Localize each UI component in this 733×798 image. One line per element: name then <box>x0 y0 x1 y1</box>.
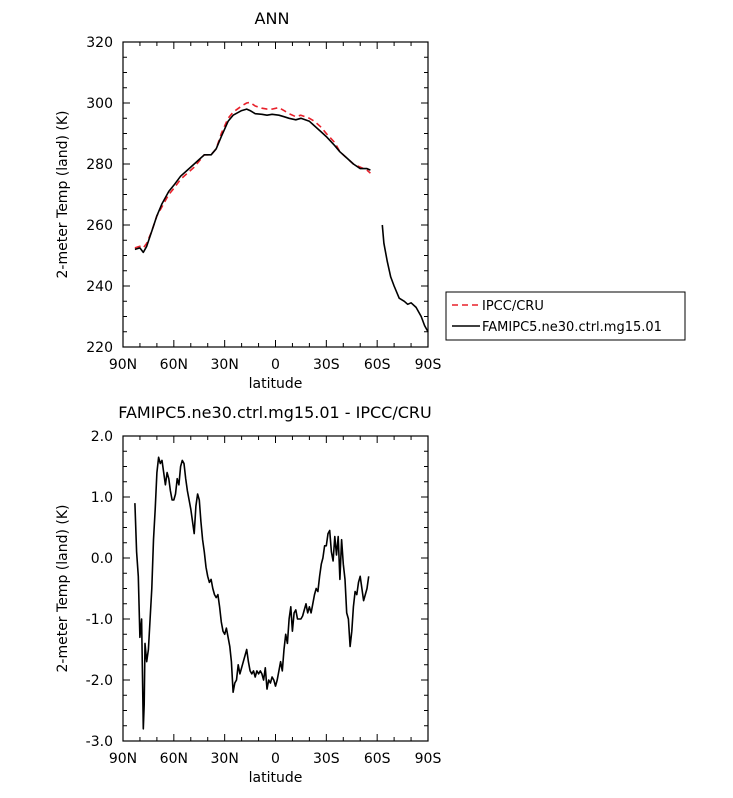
x-tick-label: 30S <box>313 357 340 373</box>
x-tick-label: 90S <box>415 751 442 767</box>
x-tick-label: 90N <box>109 357 137 373</box>
x-tick-label: 60N <box>160 357 188 373</box>
x-axis-label: latitude <box>249 770 303 786</box>
x-tick-label: 90S <box>415 357 442 373</box>
y-tick-label: -2.0 <box>86 673 113 689</box>
legend-entry-ipcc: IPCC/CRU <box>482 299 544 314</box>
y-tick-label: 320 <box>86 35 113 51</box>
chart-title: ANN <box>255 9 290 28</box>
legend: IPCC/CRU FAMIPC5.ne30.ctrl.mg15.01 <box>445 291 686 341</box>
y-axis-label: 2-meter Temp (land) (K) <box>55 111 71 279</box>
y-tick-label: -3.0 <box>86 734 113 750</box>
y-tick-label: 300 <box>86 96 113 112</box>
chart-title: FAMIPC5.ne30.ctrl.mg15.01 - IPCC/CRU <box>118 403 432 422</box>
x-tick-label: 30S <box>313 751 340 767</box>
panel-annual-temperature: ANN latitude 2-meter Temp (land) (K) IPC… <box>55 9 686 392</box>
y-tick-label: 220 <box>86 340 113 356</box>
x-axis-label: latitude <box>249 376 303 392</box>
series-line-model <box>381 224 429 333</box>
legend-entry-model: FAMIPC5.ne30.ctrl.mg15.01 <box>482 320 662 335</box>
x-tick-label: 60S <box>364 751 391 767</box>
y-axis-label: 2-meter Temp (land) (K) <box>55 505 71 673</box>
x-tick-label: 60S <box>364 357 391 373</box>
y-tick-label: 0.0 <box>91 551 113 567</box>
x-tick-label: 0 <box>271 357 280 373</box>
y-tick-label: 2.0 <box>91 429 113 445</box>
y-tick-label: 260 <box>86 218 113 234</box>
y-tick-label: 1.0 <box>91 490 113 506</box>
series-line-difference <box>134 456 370 730</box>
x-tick-label: 30N <box>211 751 239 767</box>
plot-frame <box>122 41 429 348</box>
y-tick-label: 240 <box>86 279 113 295</box>
x-tick-label: 0 <box>271 751 280 767</box>
series-line-ipcc-cru <box>134 101 371 249</box>
y-tick-label: 280 <box>86 157 113 173</box>
x-tick-label: 30N <box>211 357 239 373</box>
series-line-model <box>134 108 371 254</box>
x-tick-label: 60N <box>160 751 188 767</box>
legend-box <box>445 291 686 341</box>
y-tick-label: -1.0 <box>86 612 113 628</box>
x-tick-label: 90N <box>109 751 137 767</box>
panel-difference: FAMIPC5.ne30.ctrl.mg15.01 - IPCC/CRU lat… <box>55 403 441 786</box>
